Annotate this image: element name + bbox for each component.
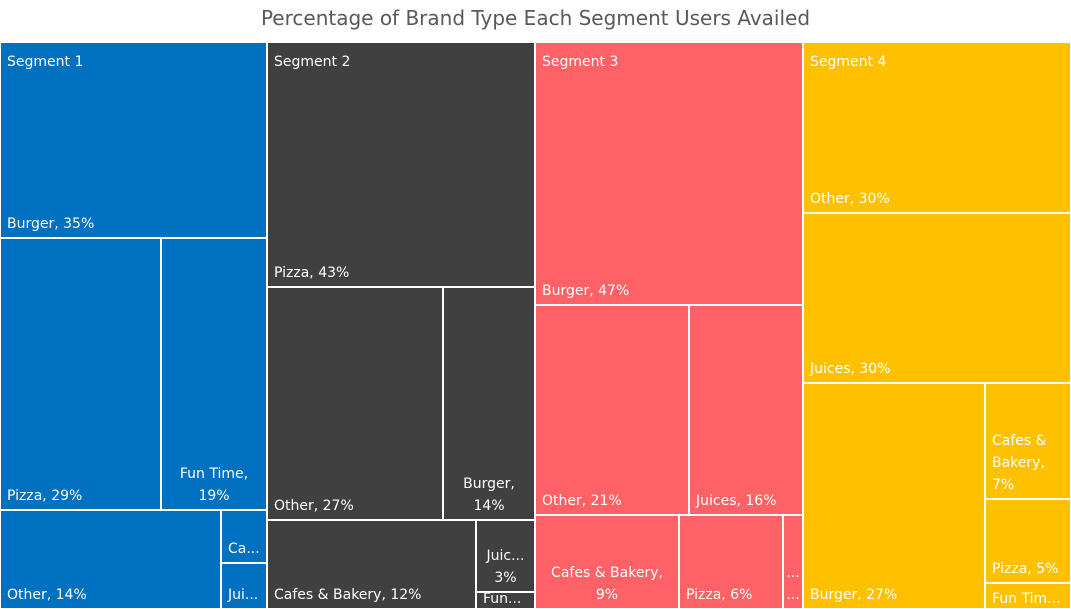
tile-label: Juices, 30% <box>809 361 891 377</box>
tile-label: Cafes & Bakery, <box>551 565 663 581</box>
tile-fun-time <box>984 582 1071 609</box>
tile-label: Cafes & Bakery, 12% <box>274 587 421 603</box>
tile-juices <box>475 519 536 593</box>
tile-label: Burger, 47% <box>542 283 629 299</box>
tile-label: Pizza, 43% <box>274 265 349 281</box>
segment-1: Burger, 35% Pizza, 29% Fun Time, 19% Other, … <box>0 41 268 609</box>
tile-label: Pizza, 5% <box>992 561 1058 577</box>
tile-label: 14% <box>473 498 504 514</box>
tile-label: Other, 21% <box>542 493 622 509</box>
tile-label: Burger, <box>463 476 515 492</box>
tile-label: Burger, 27% <box>810 587 897 603</box>
tile-label: Burger, 35% <box>7 216 94 232</box>
tile-pizza <box>984 498 1071 584</box>
tile-label: 19% <box>198 488 229 504</box>
tile-fun-time <box>160 237 268 511</box>
chart-title: Percentage of Brand Type Each Segment Us… <box>260 6 811 30</box>
tile-cafes-bakery <box>984 382 1071 500</box>
tile-other <box>266 286 444 521</box>
tile-label: Fun Tim... <box>992 591 1060 607</box>
tile-juices <box>688 304 804 516</box>
tile-pizza <box>266 41 536 288</box>
tile-label: Fun Time, <box>180 466 248 482</box>
tile-label: Fun... <box>483 591 521 607</box>
segment-2: Pizza, 43% Other, 27% Burger, 14% Cafes & Ba… <box>266 41 536 609</box>
tile-label: Ca... <box>228 541 260 557</box>
segment-border <box>802 41 1071 609</box>
tile-label: 3% <box>494 570 516 586</box>
tile-other <box>534 304 690 516</box>
segment-4: Other, 30% Juices, 30% Burger, 27% Cafes & B… <box>802 41 1071 609</box>
tile-label: 9% <box>596 587 618 603</box>
tile-label: ... <box>786 587 799 603</box>
segment-label: Segment 3 <box>542 54 618 70</box>
tile-cafes-bakery <box>266 519 477 609</box>
tile-label: Other, 30% <box>810 191 890 207</box>
tile-burger <box>802 382 986 609</box>
tile-pizza <box>0 237 162 511</box>
segment-3: Burger, 47% Other, 21% Juices, 16% Cafes & … <box>534 41 804 609</box>
tile-label: Other, 14% <box>7 587 87 603</box>
tile-label: Pizza, 29% <box>7 488 82 504</box>
tile-other <box>0 509 222 609</box>
tile-label: Other, 27% <box>274 498 354 514</box>
tile-other <box>802 41 1071 214</box>
segment-label: Segment 1 <box>7 54 83 70</box>
tile-juices <box>802 212 1071 384</box>
tile-cafes-bakery <box>220 509 268 564</box>
tile-label: ... <box>786 565 799 581</box>
tile-cafes-bakery <box>534 514 680 609</box>
tile-label: Juices, 16% <box>695 493 777 509</box>
tile-burger <box>442 286 536 521</box>
tile-burger <box>0 41 268 239</box>
tile-burger <box>534 41 804 306</box>
tile-label: Cafes & <box>992 433 1047 449</box>
tile-label: Pizza, 6% <box>686 587 752 603</box>
tile-label: 7% <box>992 477 1014 493</box>
tile-label: Bakery, <box>992 455 1045 471</box>
segment-label: Segment 4 <box>810 54 886 70</box>
tile-label: Juic... <box>486 548 525 564</box>
tile-label: Jui... <box>227 587 258 603</box>
tile-pizza <box>678 514 784 609</box>
segment-label: Segment 2 <box>274 54 350 70</box>
